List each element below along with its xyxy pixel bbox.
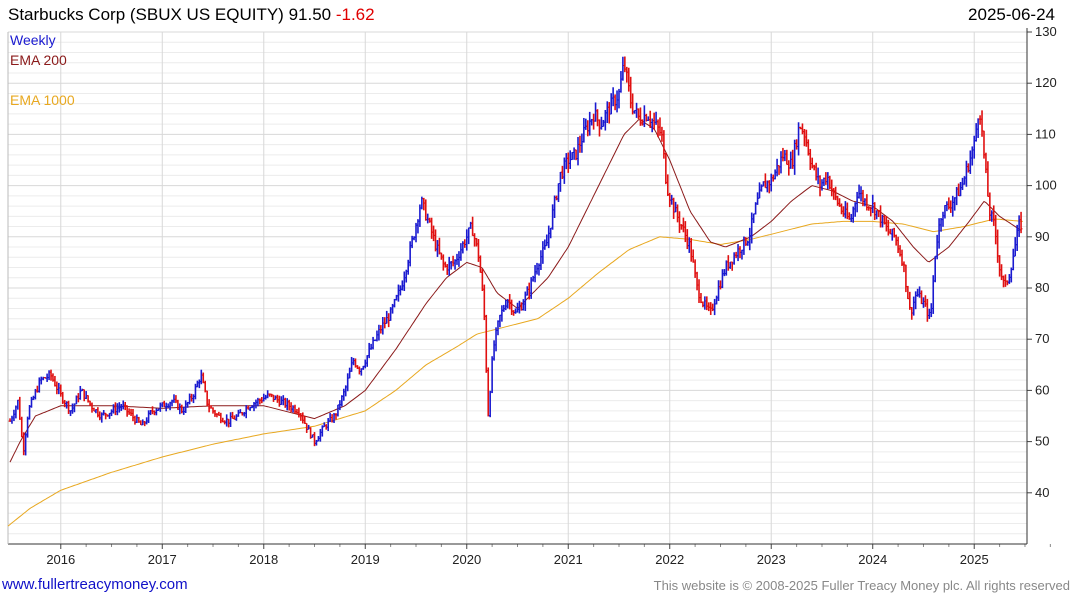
y-tick-label-80: 80 xyxy=(1035,280,1049,295)
x-tick-label-2016: 2016 xyxy=(46,552,75,567)
chart-header: Starbucks Corp (SBUX US EQUITY) 91.50 -1… xyxy=(0,0,1075,28)
x-tick-label-2018: 2018 xyxy=(249,552,278,567)
y-tick-label-130: 130 xyxy=(1035,24,1057,39)
legend-item-0: Weekly xyxy=(10,32,56,48)
x-tick-label-2022: 2022 xyxy=(655,552,684,567)
y-tick-label-120: 120 xyxy=(1035,75,1057,90)
ema1000-line xyxy=(7,218,1023,527)
y-tick-label-70: 70 xyxy=(1035,331,1049,346)
legend-item-2: EMA 1000 xyxy=(10,92,75,108)
footer-website-link[interactable]: www.fullertreacymoney.com xyxy=(2,576,188,593)
chart-date: 2025-06-24 xyxy=(968,5,1055,24)
y-tick-label-110: 110 xyxy=(1035,126,1056,141)
y-tick-label-60: 60 xyxy=(1035,382,1049,397)
y-tick-label-100: 100 xyxy=(1035,178,1057,193)
y-tick-label-90: 90 xyxy=(1035,229,1049,244)
x-tick-label-2020: 2020 xyxy=(452,552,481,567)
x-tick-label-2025: 2025 xyxy=(960,552,989,567)
x-tick-label-2017: 2017 xyxy=(148,552,177,567)
chart-title: Starbucks Corp (SBUX US EQUITY) 91.50 -1… xyxy=(8,5,375,25)
x-tick-label-2021: 2021 xyxy=(554,552,583,567)
x-tick-label-2019: 2019 xyxy=(351,552,380,567)
y-tick-label-40: 40 xyxy=(1035,485,1049,500)
y-tick-label-50: 50 xyxy=(1035,434,1049,449)
security-title: Starbucks Corp (SBUX US EQUITY) 91.50 xyxy=(8,5,332,24)
price-change: -1.62 xyxy=(335,5,375,24)
x-tick-label-2023: 2023 xyxy=(757,552,786,567)
x-tick-label-2024: 2024 xyxy=(858,552,887,567)
legend-item-1: EMA 200 xyxy=(10,52,67,68)
footer-copyright: This website is © 2008-2025 Fuller Treac… xyxy=(653,578,1070,593)
